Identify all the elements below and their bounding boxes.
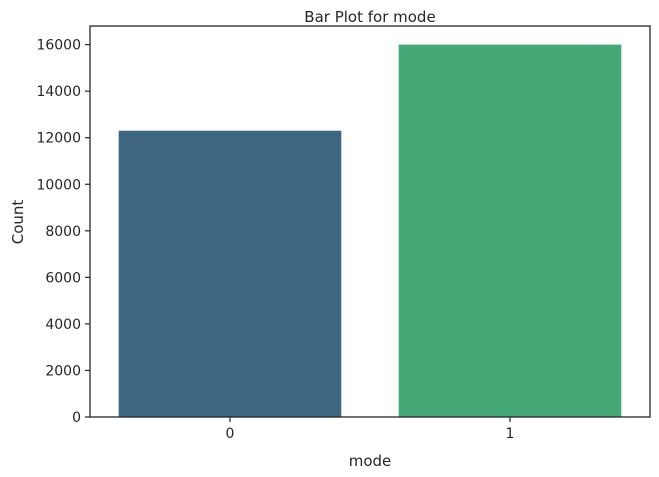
y-tick-label: 16000 [36, 38, 81, 54]
y-axis-ticks: 0 2000 4000 6000 8000 10000 12000 14000 16000 [36, 38, 90, 426]
y-axis-label: Count [9, 200, 27, 245]
y-tick-label: 2000 [45, 363, 81, 379]
bar-0 [118, 130, 342, 417]
chart-title: Bar Plot for mode [304, 8, 435, 26]
y-tick-label: 6000 [45, 270, 81, 286]
x-axis-label: mode [349, 452, 392, 470]
plot-frame [89, 25, 651, 418]
y-tick-label: 10000 [36, 177, 81, 193]
y-tick-label: 4000 [45, 317, 81, 333]
x-tick-label: 0 [226, 426, 235, 442]
bar-1 [398, 44, 622, 417]
y-tick-label: 14000 [36, 84, 81, 100]
y-tick-label: 0 [72, 410, 81, 426]
y-tick-label: 8000 [45, 224, 81, 240]
bars-layer [118, 44, 622, 417]
y-tick-label: 12000 [36, 131, 81, 147]
x-tick-label: 1 [506, 426, 515, 442]
